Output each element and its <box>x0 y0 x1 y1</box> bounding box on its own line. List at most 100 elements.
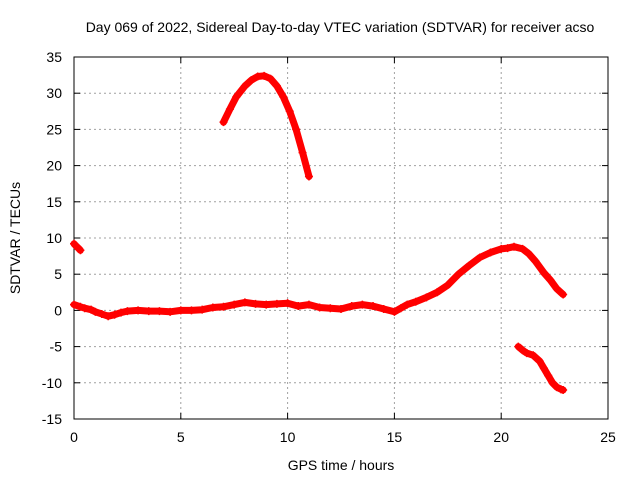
data-point-marker <box>503 244 512 253</box>
data-point-marker <box>76 302 85 311</box>
data-point-marker <box>232 92 241 101</box>
data-point-marker <box>279 92 288 101</box>
data-point-marker <box>225 105 234 114</box>
x-tick-label: 15 <box>387 429 403 445</box>
data-point-marker <box>80 304 89 313</box>
data-point-marker <box>283 299 292 308</box>
data-point-marker <box>198 305 207 314</box>
data-point-marker <box>552 383 561 392</box>
y-tick-label: 35 <box>46 49 62 65</box>
data-point-marker <box>116 308 125 317</box>
data-point-marker <box>529 351 538 360</box>
data-point-marker <box>91 307 100 316</box>
x-tick-label: 0 <box>70 429 78 445</box>
data-point-marker <box>240 298 249 307</box>
data-point-marker <box>266 74 275 83</box>
data-point-marker <box>285 107 294 116</box>
y-tick-label: 15 <box>46 194 62 210</box>
data-point-marker <box>465 261 474 270</box>
data-point-marker <box>475 253 484 262</box>
data-point-marker <box>97 310 106 319</box>
data-point-marker <box>396 304 405 313</box>
data-point-marker <box>298 148 307 157</box>
x-tick-label: 10 <box>280 429 296 445</box>
data-point-marker <box>70 300 78 309</box>
data-point-marker <box>510 242 519 251</box>
data-point-marker <box>514 342 523 351</box>
y-tick-label: -15 <box>42 411 62 427</box>
series-start-segment <box>70 240 84 254</box>
data-point-marker <box>539 268 548 277</box>
data-point-marker <box>433 288 442 297</box>
data-point-marker <box>486 248 495 257</box>
series-group <box>70 71 568 395</box>
data-point-marker <box>422 293 431 302</box>
data-point-marker <box>272 299 281 308</box>
y-tick-label: 5 <box>54 266 62 282</box>
x-axis-label: GPS time / hours <box>288 457 395 473</box>
data-point-marker <box>518 244 527 253</box>
data-point-marker <box>535 357 544 366</box>
y-tick-label: 0 <box>54 302 62 318</box>
data-point-marker <box>304 172 313 181</box>
data-point-marker <box>87 305 96 314</box>
series-main-track <box>70 243 567 320</box>
data-point-marker <box>219 302 228 311</box>
x-tick-label: 25 <box>600 429 616 445</box>
data-point-marker <box>144 307 153 316</box>
x-tick-label: 5 <box>177 429 185 445</box>
data-point-marker <box>390 307 399 316</box>
y-tick-label: 20 <box>46 158 62 174</box>
data-point-marker <box>531 257 540 266</box>
data-point-marker <box>524 249 533 258</box>
data-point-marker <box>544 371 553 380</box>
data-point-marker <box>230 300 239 309</box>
data-point-marker <box>208 303 217 312</box>
data-point-marker <box>326 304 335 313</box>
data-point-marker <box>292 125 301 134</box>
data-point-marker <box>110 310 119 319</box>
data-point-marker <box>134 306 143 315</box>
data-point-marker <box>315 303 324 312</box>
data-point-marker <box>546 275 555 284</box>
data-point-marker <box>518 346 527 355</box>
data-point-marker <box>304 300 313 309</box>
data-point-marker <box>76 246 85 255</box>
data-point-marker <box>411 297 420 306</box>
y-tick-label: 10 <box>46 230 62 246</box>
x-tick-label: 20 <box>493 429 509 445</box>
data-point-marker <box>219 118 228 127</box>
grid <box>74 57 608 419</box>
data-point-marker <box>443 281 452 290</box>
data-point-marker <box>454 270 463 279</box>
data-point-marker <box>251 299 260 308</box>
data-point-marker <box>337 304 345 313</box>
series-upper-arc <box>220 72 313 180</box>
data-point-marker <box>369 302 378 311</box>
data-point-marker <box>559 386 568 395</box>
data-point-marker <box>247 76 256 85</box>
chart-title: Day 069 of 2022, Sidereal Day-to-day VTE… <box>86 19 595 35</box>
data-point-marker <box>522 349 531 358</box>
y-tick-label: -5 <box>50 339 63 355</box>
data-point-marker <box>552 284 561 293</box>
data-point-marker <box>155 307 164 316</box>
data-point-marker <box>379 304 388 313</box>
y-tick-label: 25 <box>46 121 62 137</box>
data-point-marker <box>260 71 269 80</box>
data-point-marker <box>294 302 303 311</box>
data-point-marker <box>403 300 412 309</box>
y-tick-label: 30 <box>46 85 62 101</box>
y-tick-label: -10 <box>42 375 62 391</box>
data-point-marker <box>104 312 113 321</box>
y-axis-label: SDTVAR / TECUs <box>7 182 23 294</box>
data-point-marker <box>262 300 271 309</box>
data-point-marker <box>240 81 249 90</box>
data-point-marker <box>358 300 367 309</box>
data-point-marker <box>347 302 356 311</box>
data-point-marker <box>187 306 196 315</box>
data-point-marker <box>272 81 281 90</box>
data-point-marker <box>559 290 568 299</box>
data-point-marker <box>548 378 557 387</box>
